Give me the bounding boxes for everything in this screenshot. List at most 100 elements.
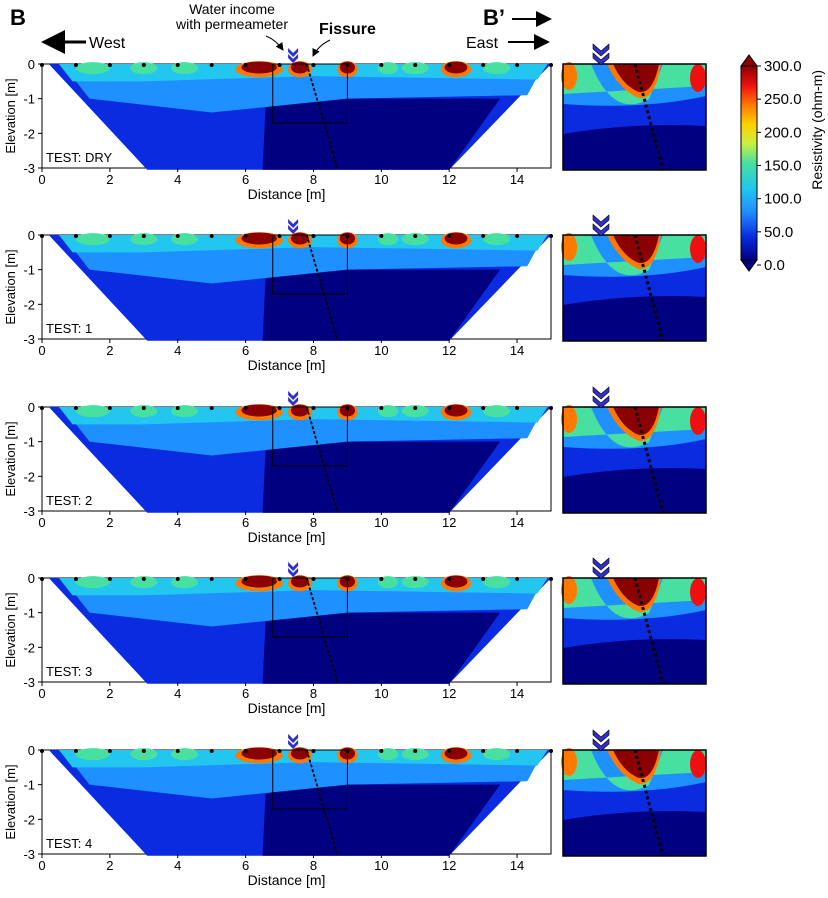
electrode-marker: [481, 234, 486, 238]
water-income-pointer: [265, 35, 284, 51]
x-tick-label: 4: [174, 343, 181, 358]
y-tick-label: -2: [23, 297, 35, 312]
electrode-marker: [243, 749, 248, 753]
y-tick-label: -2: [23, 469, 35, 484]
electrode-marker: [243, 63, 248, 67]
zoom-inset-3: [561, 557, 707, 685]
surface-anomaly: [483, 576, 511, 589]
high-resistivity-core: [290, 747, 309, 760]
x-tick-label: 6: [242, 686, 249, 701]
x-tick-label: 14: [510, 686, 524, 701]
x-tick-label: 10: [374, 686, 388, 701]
y-tick-label: -1: [23, 92, 35, 107]
colorbar-label: Resistivity (ohm-m): [809, 70, 825, 190]
water-chevron-icon: [288, 740, 299, 749]
surface-anomaly: [75, 62, 110, 75]
x-tick-label: 4: [174, 515, 181, 530]
y-tick-label: -3: [23, 161, 35, 176]
zoom-inset-0: [561, 43, 707, 171]
electrode-marker: [73, 234, 78, 238]
zoom-east-anomaly: [690, 578, 706, 606]
high-resistivity-core: [290, 232, 309, 245]
test-label: TEST: 3: [46, 664, 92, 679]
electrode-marker: [379, 406, 384, 410]
x-tick-label: 12: [442, 858, 456, 873]
high-resistivity-core: [241, 404, 277, 417]
electrode-marker: [73, 577, 78, 581]
zoom-box: [272, 577, 348, 638]
y-axis-label: Elevation [m]: [3, 78, 18, 153]
fissure-label: Fissure: [319, 21, 376, 38]
high-resistivity-core: [241, 747, 277, 760]
x-tick-label: 4: [174, 172, 181, 187]
colorbar-tick-label: 100.0: [764, 191, 802, 208]
water-chevron-icon: [288, 568, 299, 577]
surface-anomaly: [75, 233, 110, 246]
x-tick-label: 2: [106, 172, 113, 187]
high-resistivity-core: [444, 61, 468, 74]
electrode-marker: [413, 63, 418, 67]
y-tick-label: 0: [28, 57, 35, 72]
y-tick-label: -1: [23, 263, 35, 278]
water-chevron-icon: [288, 219, 299, 228]
zoom-frame: [562, 406, 707, 514]
x-tick-label: 0: [38, 858, 45, 873]
zoom-layer-near-surface: [563, 407, 706, 448]
electrode-marker: [481, 63, 486, 67]
electrode-marker: [175, 406, 180, 410]
electrode-marker: [209, 406, 214, 410]
y-tick-label: -3: [23, 847, 35, 862]
zoom-layer-near-surface: [563, 750, 706, 791]
zoom-west-anomaly: [561, 233, 577, 261]
zoom-fissure-line: [633, 234, 665, 342]
x-tick-label: 12: [442, 515, 456, 530]
east-label: East: [466, 35, 499, 52]
fissure-line: [305, 577, 339, 683]
high-resistivity-core: [444, 747, 468, 760]
colorbar-tick-label: 250.0: [764, 91, 802, 108]
electrode-marker: [175, 234, 180, 238]
x-tick-label: 2: [106, 686, 113, 701]
y-tick-label: -3: [23, 675, 35, 690]
zoom-frame: [562, 749, 707, 857]
y-tick-label: -2: [23, 640, 35, 655]
y-tick-label: -2: [23, 812, 35, 827]
x-tick-label: 12: [442, 172, 456, 187]
surface-anomaly: [170, 748, 199, 761]
zoom-frame: [562, 577, 707, 685]
x-tick-label: 14: [510, 858, 524, 873]
x-tick-label: 10: [374, 858, 388, 873]
zoom-box: [272, 234, 348, 295]
y-tick-label: 0: [28, 743, 35, 758]
surface-anomaly: [170, 233, 199, 246]
water-chevron-icon: [288, 734, 299, 743]
high-resistivity-core: [290, 575, 309, 588]
water-chevron-icon: [288, 397, 299, 406]
colorbar: 300.0 250.0 200.0 150.0 100.0 50.0 0.0 Resisti…: [740, 54, 825, 274]
zoom-frame: [562, 63, 707, 171]
electrode-marker: [549, 234, 553, 238]
surface-anomaly: [130, 62, 158, 75]
x-axis-label: Distance [m]: [248, 872, 326, 888]
electrode-marker: [209, 63, 214, 67]
electrode-marker: [515, 577, 520, 581]
surface-anomaly: [483, 62, 511, 75]
high-resistivity-core: [444, 232, 468, 245]
x-tick-label: 2: [106, 515, 113, 530]
zoom-water-chevron-icon: [592, 395, 610, 409]
colorbar-tick-label: 50.0: [764, 224, 793, 241]
zoom-high-resistivity-core: [613, 407, 659, 436]
y-axis-label: Elevation [m]: [3, 249, 18, 324]
zoom-water-chevron-icon: [592, 729, 610, 743]
x-tick-label: 10: [374, 343, 388, 358]
colorbar-tick-label: 300.0: [764, 58, 802, 75]
electrode-marker: [141, 749, 146, 753]
colorbar-tick-label: 150.0: [764, 158, 802, 175]
zoom-east-anomaly: [690, 750, 706, 778]
electrode-marker: [243, 234, 248, 238]
x-tick-label: 0: [38, 343, 45, 358]
